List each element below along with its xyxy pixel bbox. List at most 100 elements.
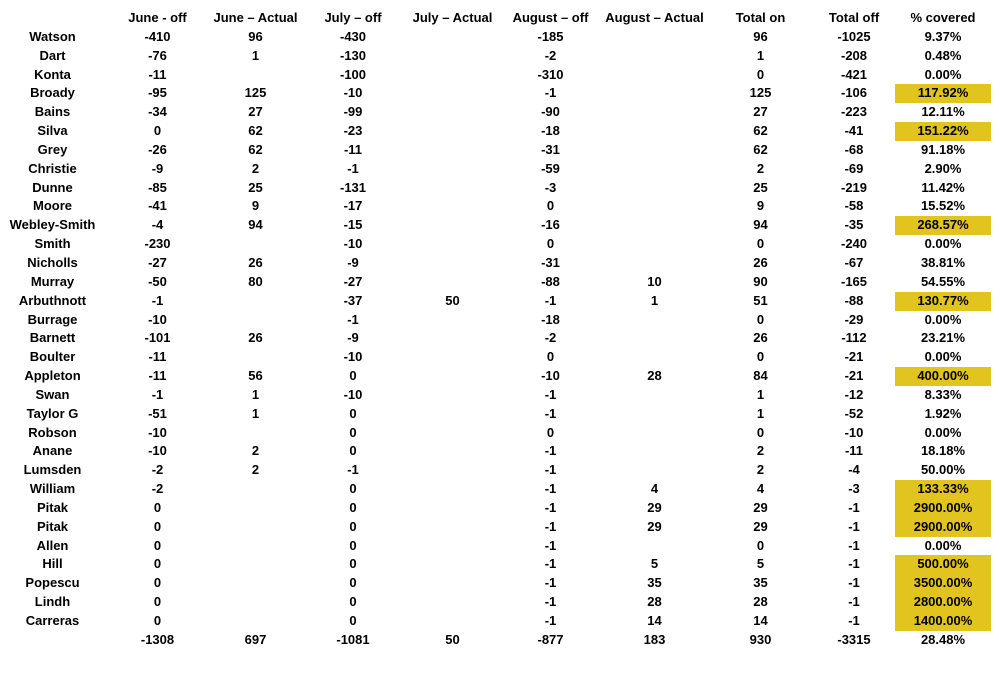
cell-august_actual[interactable]: 1 [650,292,659,308]
cell-pct[interactable]: 400.00% [895,367,991,386]
cell-name[interactable]: Lindh [34,594,71,610]
cell-june_off[interactable]: -10 [148,424,167,440]
cell-total_on[interactable]: 0 [756,424,765,440]
cell-june_off[interactable]: -11 [148,368,167,384]
cell-june_off[interactable]: -1 [151,292,164,308]
cell-july_actual[interactable] [405,442,500,461]
cell-total_off[interactable]: -58 [844,198,864,214]
cell-total_off[interactable]: -21 [844,349,864,365]
cell-august_off[interactable]: -18 [541,311,560,327]
cell-june_off[interactable]: -1 [151,386,164,402]
cell-june_off[interactable]: -26 [148,141,167,157]
cell-june_actual[interactable]: 26 [248,330,263,346]
cell-total_off[interactable]: -223 [840,104,868,120]
cell-june_actual[interactable] [210,499,301,518]
cell-july_actual[interactable] [405,47,500,66]
cell-name[interactable]: Anane [32,443,73,459]
cell-pct[interactable]: 268.57% [895,216,991,236]
column-header-july_off[interactable]: July – off [324,10,382,25]
cell-july_off[interactable]: 0 [349,481,357,497]
cell-june_actual[interactable] [210,424,301,443]
cell-june_off[interactable]: -1308 [140,631,175,647]
cell-name[interactable]: Lumsden [23,462,82,478]
column-header-june_off[interactable]: June - off [128,10,187,25]
cell-name[interactable]: Nicholls [27,254,78,270]
cell-june_off[interactable]: -410 [144,28,171,44]
cell-pct[interactable]: 0.48% [924,47,962,63]
cell-july_actual[interactable] [405,424,500,443]
cell-august_actual[interactable] [601,424,708,443]
cell-august_off[interactable]: -1 [544,594,557,610]
cell-total_on[interactable]: 96 [753,28,768,44]
cell-pct[interactable]: 12.11% [921,104,965,120]
cell-name[interactable]: Bains [34,104,71,120]
cell-name[interactable]: Barnett [29,330,76,346]
cell-total_on[interactable]: 1 [756,386,765,402]
cell-july_off[interactable]: -99 [343,104,363,120]
cell-july_actual[interactable] [405,612,500,631]
cell-july_actual[interactable] [405,28,500,47]
cell-total_on[interactable]: 0 [756,537,765,553]
cell-june_off[interactable]: -51 [148,405,167,421]
cell-total_off[interactable]: -10 [844,424,864,440]
cell-july_actual[interactable] [405,84,500,103]
cell-total_off[interactable]: -12 [844,386,864,402]
cell-june_off[interactable]: -41 [148,198,167,214]
cell-pct[interactable]: 0.00% [924,537,962,553]
cell-july_off[interactable]: -100 [339,66,367,82]
cell-total_on[interactable]: 29 [753,499,768,515]
cell-name[interactable]: Appleton [24,368,81,384]
cell-july_off[interactable]: -1 [347,160,359,176]
cell-july_off[interactable]: -37 [343,292,363,308]
cell-june_off[interactable]: 0 [153,556,162,572]
cell-august_off[interactable]: -18 [541,123,560,139]
cell-august_actual[interactable] [601,405,708,424]
cell-august_off[interactable]: -2 [544,330,557,346]
cell-total_on[interactable]: 29 [753,518,768,534]
cell-july_off[interactable]: 0 [349,368,357,384]
cell-total_on[interactable]: 26 [753,254,768,270]
cell-total_off[interactable]: -67 [844,254,864,270]
cell-august_off[interactable]: -1 [544,518,557,534]
cell-june_off[interactable]: 0 [153,518,162,534]
cell-june_actual[interactable]: 1 [251,405,260,421]
cell-august_off[interactable]: -1 [544,613,557,628]
cell-july_actual[interactable] [405,329,500,348]
cell-august_actual[interactable] [601,348,708,367]
cell-june_off[interactable]: -101 [144,330,171,346]
cell-name[interactable]: Robson [28,424,77,440]
cell-july_actual[interactable] [405,348,500,367]
cell-june_actual[interactable] [210,66,301,85]
cell-august_off[interactable]: -1 [544,499,557,515]
cell-name[interactable]: Moore [33,198,72,214]
cell-pct[interactable]: 50.00% [920,462,966,478]
cell-total_on[interactable]: 62 [753,123,768,139]
cell-total_on[interactable]: 1 [756,47,765,63]
cell-july_actual[interactable]: 50 [445,631,460,647]
cell-august_off[interactable]: -90 [541,104,560,120]
cell-name[interactable]: Christie [28,160,77,176]
cell-total_off[interactable]: -1025 [837,28,871,44]
cell-total_on[interactable]: 0 [756,66,765,82]
cell-august_off[interactable]: -1 [544,386,557,402]
cell-total_off[interactable]: -29 [844,311,864,327]
cell-july_off[interactable]: -10 [343,236,363,252]
corner-header[interactable] [0,9,105,28]
cell-july_actual[interactable] [405,574,500,593]
cell-name[interactable]: Popescu [25,575,80,591]
cell-name[interactable]: Grey [37,141,68,157]
cell-total_on[interactable]: 2 [756,443,765,459]
cell-august_off[interactable]: -10 [541,368,560,384]
column-header-june_actual[interactable]: June – Actual [213,10,298,25]
cell-total_off[interactable]: -88 [844,292,864,308]
cell-july_actual[interactable] [405,235,500,254]
cell-name[interactable]: Dart [39,47,66,63]
cell-june_actual[interactable]: 80 [248,273,263,289]
cell-june_off[interactable]: -230 [144,236,171,252]
cell-july_off[interactable]: -17 [343,198,363,214]
cell-total_on[interactable]: 1 [756,405,765,421]
cell-july_off[interactable]: 0 [349,556,357,572]
cell-total_on[interactable]: 930 [749,631,772,647]
cell-pct[interactable]: 8.33% [924,386,962,402]
cell-name[interactable]: Allen [36,537,69,553]
